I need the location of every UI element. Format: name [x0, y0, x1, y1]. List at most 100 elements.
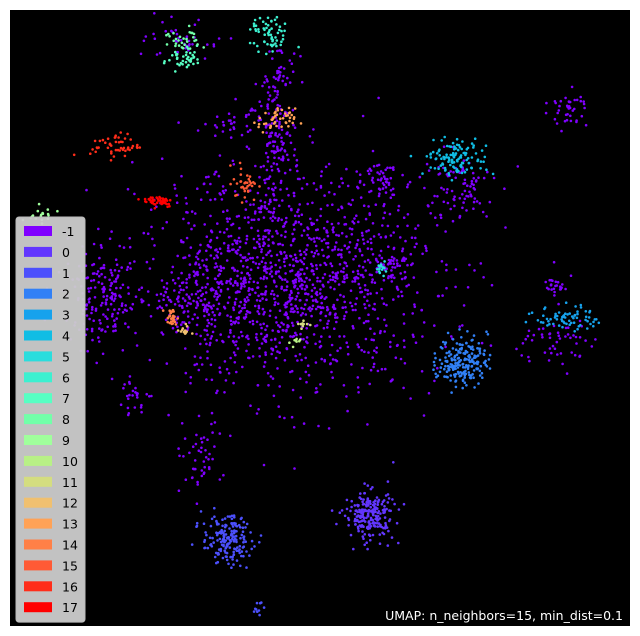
data-point: [198, 249, 202, 253]
data-point: [230, 517, 234, 521]
data-point: [140, 298, 143, 301]
data-point: [386, 480, 390, 483]
data-point: [285, 285, 289, 288]
data-point: [405, 284, 408, 288]
data-point: [556, 280, 560, 284]
data-point: [187, 55, 190, 59]
data-point: [314, 324, 317, 328]
data-point: [355, 170, 359, 173]
data-point: [294, 354, 298, 358]
data-point: [165, 43, 169, 46]
data-point: [383, 260, 386, 263]
data-point: [200, 469, 204, 472]
data-point: [288, 341, 291, 345]
data-point: [327, 427, 331, 430]
data-point: [191, 43, 194, 46]
data-point: [454, 268, 458, 271]
data-point: [266, 16, 270, 20]
data-point: [295, 295, 299, 298]
data-point: [515, 347, 518, 351]
data-point: [252, 181, 255, 184]
data-point: [257, 125, 260, 129]
data-point: [356, 376, 360, 379]
data-point: [177, 300, 180, 303]
data-point: [285, 288, 288, 292]
data-point: [120, 266, 123, 269]
data-point: [541, 321, 545, 324]
data-point: [394, 356, 398, 360]
data-point: [284, 272, 287, 275]
data-point: [219, 252, 223, 255]
data-point: [236, 282, 239, 285]
data-point: [229, 555, 232, 559]
data-point: [285, 254, 288, 257]
data-point: [168, 198, 172, 202]
data-point: [265, 78, 269, 81]
data-point: [437, 173, 441, 176]
data-point: [359, 516, 362, 519]
data-point: [472, 334, 476, 337]
data-point: [387, 183, 391, 187]
data-point: [142, 231, 146, 235]
data-point: [556, 353, 559, 356]
data-point: [433, 324, 436, 327]
legend-label: 17: [62, 600, 78, 615]
data-point: [171, 322, 175, 325]
data-point: [371, 356, 375, 359]
data-point: [275, 96, 278, 99]
data-point: [459, 374, 463, 377]
data-point: [471, 348, 475, 351]
data-point: [116, 311, 120, 315]
data-point: [379, 249, 383, 253]
data-point: [472, 144, 476, 147]
data-point: [98, 327, 101, 330]
data-point: [371, 149, 375, 153]
data-point: [553, 117, 557, 121]
data-point: [204, 122, 207, 126]
data-point: [262, 244, 265, 247]
data-point: [205, 235, 209, 238]
data-point: [296, 177, 300, 181]
data-point: [275, 285, 278, 288]
data-point: [589, 322, 592, 326]
data-point: [179, 239, 183, 242]
data-point: [379, 170, 383, 173]
data-point: [176, 325, 179, 329]
data-point: [377, 498, 381, 502]
data-point: [231, 248, 234, 251]
data-point: [397, 508, 401, 511]
data-point: [357, 391, 360, 394]
data-point: [257, 306, 261, 310]
data-point: [379, 512, 382, 515]
data-point: [353, 512, 357, 516]
data-point: [437, 167, 440, 170]
data-point: [552, 322, 555, 326]
data-point: [331, 376, 335, 380]
data-point: [283, 264, 287, 268]
data-point: [203, 546, 206, 550]
data-point: [121, 311, 125, 314]
data-point: [235, 540, 238, 544]
data-point: [371, 278, 374, 281]
data-point: [313, 251, 317, 255]
data-point: [461, 206, 464, 210]
data-point: [461, 193, 464, 196]
legend-swatch: [24, 267, 52, 278]
data-point: [555, 318, 559, 321]
data-point: [568, 312, 571, 315]
data-point: [260, 326, 263, 330]
data-point: [278, 351, 282, 355]
data-point: [167, 202, 171, 206]
data-point: [267, 187, 270, 190]
data-point: [365, 516, 368, 520]
data-point: [378, 172, 381, 176]
data-point: [569, 274, 573, 278]
data-point: [369, 241, 373, 245]
data-point: [271, 38, 275, 42]
data-point: [195, 306, 198, 310]
data-point: [190, 31, 194, 35]
data-point: [470, 156, 474, 159]
data-point: [245, 234, 249, 238]
data-point: [570, 351, 573, 354]
data-point: [108, 142, 112, 146]
